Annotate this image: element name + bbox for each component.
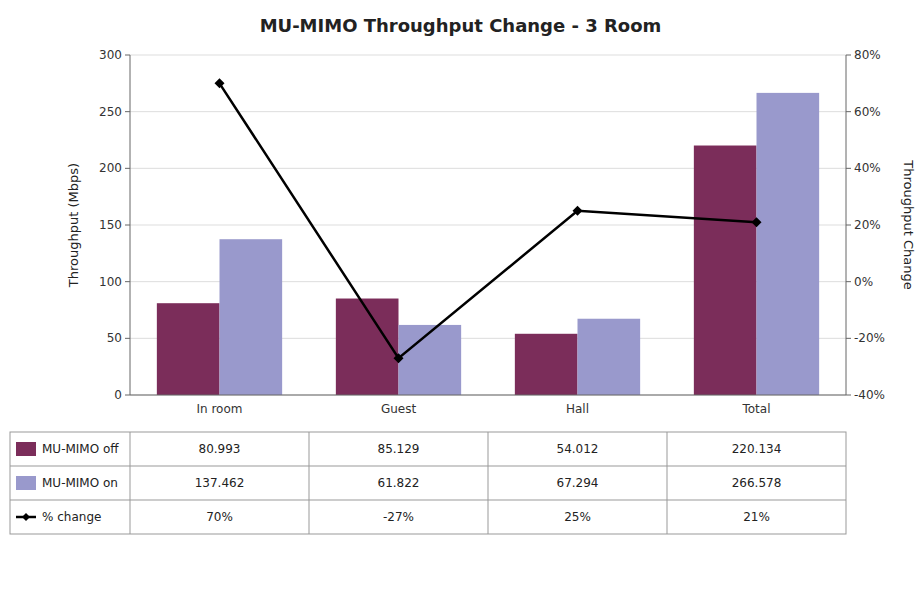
table-rule [130, 432, 131, 534]
tick-mark [846, 225, 851, 226]
tick-mark [846, 338, 851, 339]
table-value: -27% [383, 510, 414, 524]
table-value: 70% [206, 510, 233, 524]
table-value: 137.462 [195, 476, 245, 490]
table-rule [667, 432, 668, 534]
marker [394, 353, 404, 363]
grid-line [130, 55, 846, 56]
tick-label: 0 [114, 388, 122, 402]
legend-label: MU-MIMO on [42, 476, 118, 490]
bar [399, 325, 462, 395]
tick-label: Total [741, 402, 770, 416]
tick-mark [125, 55, 130, 56]
table-value: 61.822 [378, 476, 420, 490]
legend-icon [16, 476, 36, 490]
bar [220, 239, 283, 395]
tick-label: 60% [854, 105, 881, 119]
plot-area [157, 78, 819, 395]
table-value: 54.012 [557, 442, 599, 456]
bar [515, 334, 578, 395]
bar [757, 93, 820, 395]
tick-label: 150 [99, 218, 122, 232]
axis-label: Throughput (Mbps) [66, 163, 81, 288]
table-value: 80.993 [199, 442, 241, 456]
table-border [10, 432, 846, 534]
tick-label: 40% [854, 161, 881, 175]
tick-mark [846, 395, 851, 396]
tick-label: Hall [566, 402, 589, 416]
axis-line [846, 55, 847, 395]
table-rule [10, 500, 846, 501]
tick-mark [125, 395, 130, 396]
tick-label: 0% [854, 275, 873, 289]
tick-mark [846, 168, 851, 169]
tick-label: 100 [99, 275, 122, 289]
line [220, 83, 757, 358]
axis-line [130, 395, 846, 396]
data-table: MU-MIMO off 80.993 85.129 54.012 220.134 MU-M… [10, 432, 846, 534]
bar [336, 299, 399, 395]
legend-label: MU-MIMO off [42, 442, 119, 456]
table-value: 21% [743, 510, 770, 524]
title: MU-MIMO Throughput Change - 3 Room [260, 15, 662, 36]
bar [694, 146, 757, 395]
tick-mark [125, 281, 130, 282]
table-rule [309, 432, 310, 534]
legend-icon [16, 442, 36, 456]
tick-label: In room [196, 402, 242, 416]
tick-label: 300 [99, 48, 122, 62]
grid-line [130, 395, 846, 396]
tick-mark [846, 55, 851, 56]
legend-label: % change [42, 510, 101, 524]
axis-line [130, 55, 131, 395]
axis-label: Throughput Change [901, 159, 916, 289]
marker [215, 78, 225, 88]
table-value: 25% [564, 510, 591, 524]
legend-icon [22, 513, 30, 521]
table-value: 85.129 [378, 442, 420, 456]
tick-label: -20% [854, 331, 885, 345]
tick-mark [846, 111, 851, 112]
bar [578, 319, 641, 395]
table-value: 220.134 [732, 442, 782, 456]
marker [752, 217, 762, 227]
tick-label: 20% [854, 218, 881, 232]
tick-mark [125, 111, 130, 112]
tick-label: Guest [381, 402, 417, 416]
marker [573, 206, 583, 216]
tick-mark [125, 338, 130, 339]
tick-mark [846, 281, 851, 282]
tick-label: 250 [99, 105, 122, 119]
tick-mark [125, 225, 130, 226]
bar [157, 303, 220, 395]
tick-label: -40% [854, 388, 885, 402]
table-value: 67.294 [557, 476, 599, 490]
table-rule [10, 466, 846, 467]
table-rule [488, 432, 489, 534]
table-value: 266.578 [732, 476, 782, 490]
tick-label: 80% [854, 48, 881, 62]
tick-mark [125, 168, 130, 169]
tick-label: 200 [99, 161, 122, 175]
chart: MU-MIMO Throughput Change - 3 Room 0 50 100… [0, 0, 921, 602]
tick-label: 50 [107, 331, 122, 345]
